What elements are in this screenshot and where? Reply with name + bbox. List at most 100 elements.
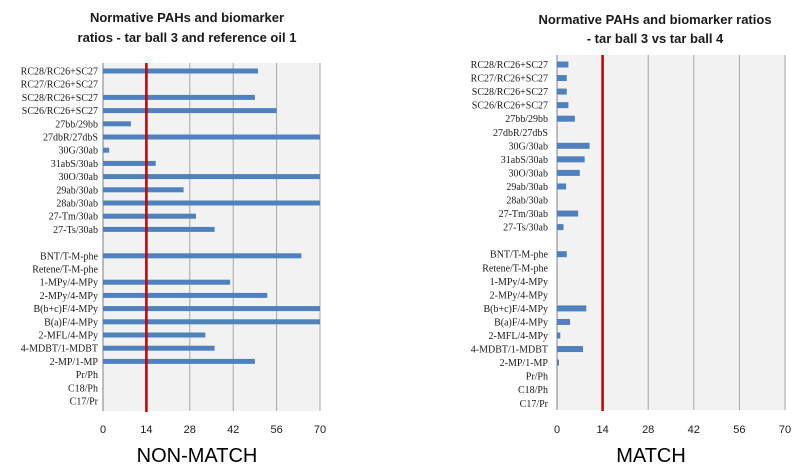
category-label: 29ab/30ab: [56, 185, 98, 196]
category-label: 27bb/29bb: [505, 114, 548, 125]
bar: [103, 306, 320, 312]
bar: [557, 102, 569, 109]
x-tick-label: 14: [140, 424, 152, 436]
bar: [557, 332, 561, 339]
bar: [103, 68, 258, 74]
bar: [103, 160, 156, 166]
category-label: C18/Ph: [518, 385, 548, 396]
category-label: 27-Ts/30ab: [503, 223, 548, 234]
category-label: C17/Pr: [520, 399, 549, 410]
bar: [557, 115, 575, 122]
bar: [103, 319, 320, 325]
category-label: SC26/RC26+SC27: [22, 106, 98, 117]
category-label: RC28/RC26+SC27: [471, 60, 548, 71]
category-label: BNT/T-M-phe: [490, 250, 549, 261]
category-label: 2-MP/1-MP: [50, 357, 99, 368]
x-tick-label: 0: [100, 424, 106, 436]
chart-title-line: Normative PAHs and biomarker: [90, 10, 284, 25]
bar: [103, 174, 320, 180]
category-label: 2-MP/1-MP: [500, 358, 549, 369]
plot-area: [103, 63, 320, 411]
category-label: 30G/30ab: [59, 146, 98, 157]
chart-caption: NON-MATCH: [137, 445, 258, 467]
category-label: SC26/RC26+SC27: [472, 101, 548, 112]
category-label: RC28/RC26+SC27: [21, 67, 98, 78]
x-tick-label: 0: [554, 424, 560, 436]
bar: [103, 94, 255, 100]
bar: [557, 183, 567, 190]
category-label: Retene/T-M-phe: [482, 263, 548, 274]
category-label: C18/Ph: [68, 383, 98, 394]
bar: [103, 121, 131, 127]
category-label: SC28/RC26+SC27: [22, 93, 98, 104]
x-tick-label: 28: [184, 424, 196, 436]
chart-1: Normative PAHs and biomarker ratios - tar…: [21, 10, 326, 467]
category-label: B(a)F/4-MPy: [44, 317, 98, 328]
category-label: 27dbR/27dbS: [43, 133, 98, 144]
bar: [103, 253, 302, 259]
bar: [103, 108, 277, 114]
bar: [103, 292, 268, 298]
bar: [557, 61, 569, 68]
category-label: Retene/T-M-phe: [32, 265, 98, 276]
bar: [557, 224, 564, 231]
category-label: Pr/Ph: [526, 372, 548, 383]
category-label: 27-Tm/30ab: [499, 209, 548, 220]
chart-title-line: - tar ball 3 vs tar ball 4: [587, 31, 724, 46]
category-label: 27-Ts/30ab: [53, 225, 98, 236]
chart-title-line: ratios - tar ball 3 and reference oil 1: [78, 30, 297, 45]
bar: [557, 88, 567, 95]
category-label: 4-MDBT/1-MDBT: [471, 345, 548, 356]
category-label: 29ab/30ab: [506, 182, 548, 193]
category-label: RC27/RC26+SC27: [21, 80, 98, 91]
bar: [103, 187, 184, 193]
bar: [557, 169, 580, 176]
bar: [557, 210, 579, 217]
category-label: 27-Tm/30ab: [49, 212, 98, 223]
bar: [557, 318, 571, 325]
bar: [557, 156, 585, 163]
bar: [103, 332, 206, 338]
category-label: 30O/30ab: [509, 168, 548, 179]
x-tick-label: 56: [270, 424, 282, 436]
category-label: 30O/30ab: [59, 172, 98, 183]
category-label: 27dbR/27dbS: [493, 128, 548, 139]
category-label: 28ab/30ab: [56, 199, 98, 210]
x-tick-label: 14: [596, 424, 608, 436]
x-tick-label: 70: [314, 424, 326, 436]
category-label: 2-MFL/4-MPy: [39, 331, 98, 342]
bar: [557, 251, 567, 258]
plot-area: [557, 55, 785, 410]
category-label: 4-MDBT/1-MDBT: [21, 344, 98, 355]
bar: [103, 345, 215, 351]
category-label: B(b+c)F/4-MPy: [33, 304, 98, 315]
chart-2: Normative PAHs and biomarker ratios - tar…: [471, 12, 791, 467]
x-tick-label: 42: [688, 424, 700, 436]
category-label: 1-MPy/4-MPy: [40, 278, 98, 289]
category-label: 27bb/29bb: [55, 119, 98, 130]
bar: [557, 305, 587, 312]
category-label: Pr/Ph: [76, 370, 98, 381]
category-label: B(a)F/4-MPy: [494, 317, 548, 328]
category-label: BNT/T-M-phe: [40, 251, 99, 262]
bar: [557, 346, 584, 353]
bar: [557, 75, 567, 82]
chart-caption: MATCH: [616, 445, 686, 467]
category-label: C17/Pr: [70, 397, 99, 408]
category-label: RC27/RC26+SC27: [471, 74, 548, 85]
category-label: 2-MPy/4-MPy: [490, 290, 548, 301]
category-label: 28ab/30ab: [506, 196, 548, 207]
bar: [103, 279, 231, 285]
x-tick-label: 42: [227, 424, 239, 436]
bar: [103, 147, 110, 153]
category-label: B(b+c)F/4-MPy: [483, 304, 548, 315]
category-label: 31abS/30ab: [51, 159, 98, 170]
category-label: 30G/30ab: [509, 141, 548, 152]
category-label: 2-MFL/4-MPy: [489, 331, 548, 342]
category-label: 2-MPy/4-MPy: [40, 291, 98, 302]
category-label: 31abS/30ab: [501, 155, 548, 166]
x-tick-label: 70: [779, 424, 791, 436]
x-tick-label: 56: [733, 424, 745, 436]
chart-title-line: Normative PAHs and biomarker ratios: [538, 12, 771, 27]
